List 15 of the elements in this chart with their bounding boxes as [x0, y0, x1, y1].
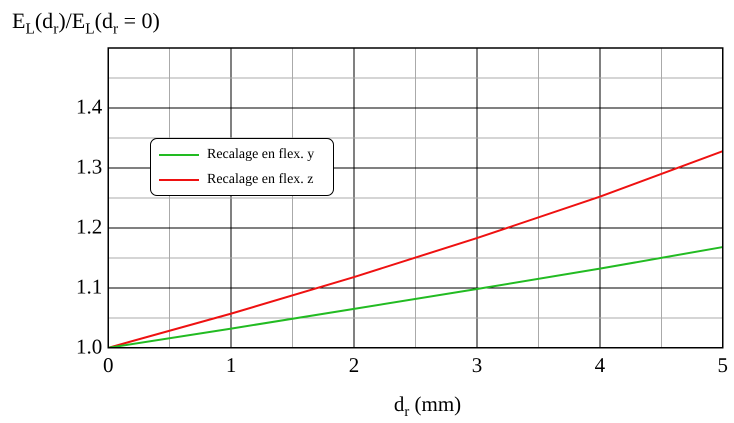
x-tick-label: 0	[103, 352, 114, 377]
x-tick-label: 1	[226, 352, 236, 377]
x-tick-label: 4	[594, 352, 606, 377]
legend-label: Recalage en flex. z⃗	[207, 172, 324, 188]
x-tick-label: 2	[348, 352, 360, 377]
y-tick-label: 1.2	[76, 214, 102, 238]
text: 1.0	[76, 334, 102, 358]
y-tick-label: 1.1	[76, 274, 102, 298]
x-tick-label: 3	[472, 352, 482, 377]
legend-label: Recalage en flex. y⃗	[207, 146, 326, 162]
text: E$_{L}$(d$_{r}$)/E$_{L}$(d$_{r}$ = 0)	[12, 8, 160, 38]
x-axis-title: d$_{r}$ (mm)	[392, 392, 462, 422]
y-tick-label: 1.3	[76, 154, 102, 178]
y-tick-label: 1.4	[76, 94, 103, 118]
x-tick-label: 5	[718, 352, 728, 377]
